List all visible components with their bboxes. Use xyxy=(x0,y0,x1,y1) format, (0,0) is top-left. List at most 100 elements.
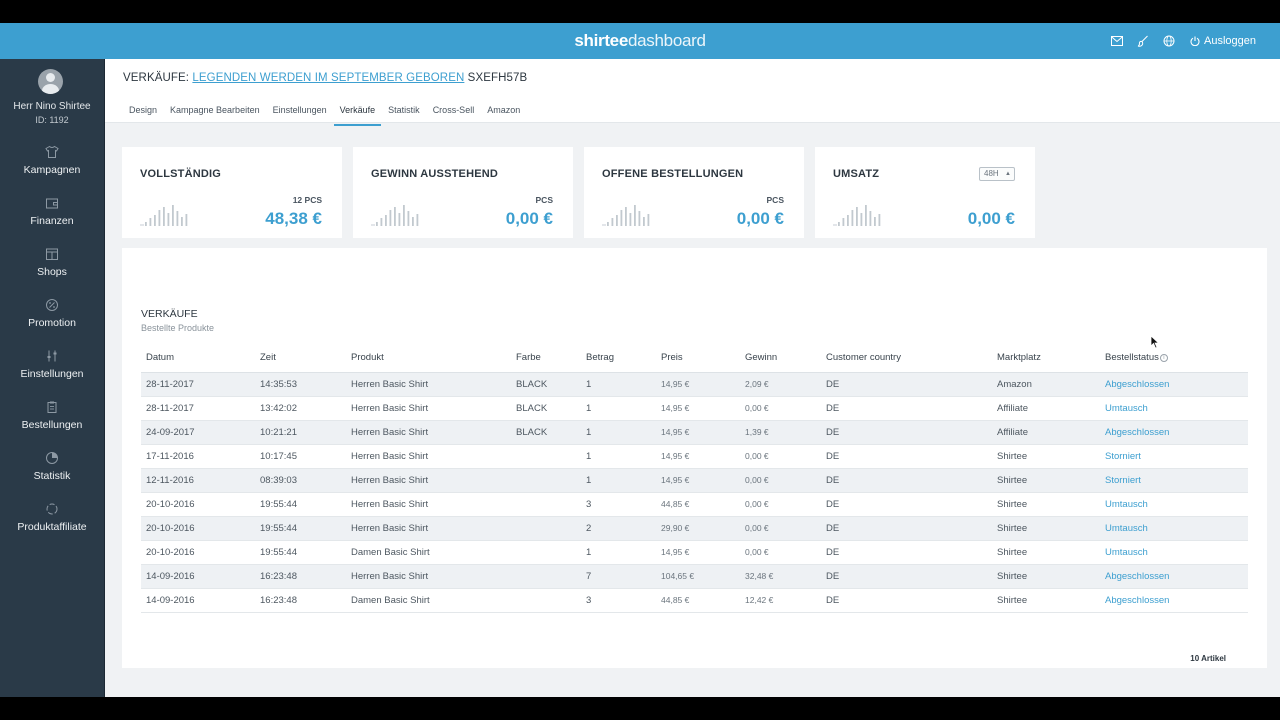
cell-marktplatz: Affiliate xyxy=(992,396,1100,421)
col-header-produkt[interactable]: Produkt xyxy=(346,344,511,373)
tshirt-icon xyxy=(45,145,59,159)
sidebar-item-finanzen[interactable]: Finanzen xyxy=(0,196,104,240)
cell-bestellstatus[interactable]: Umtausch xyxy=(1100,396,1248,421)
period-select[interactable]: 48H ▲ xyxy=(979,167,1015,181)
cell-preis: 44,85 € xyxy=(656,588,740,613)
table-body: 28-11-2017 14:35:53 Herren Basic Shirt BLAC… xyxy=(141,372,1248,613)
cell-country: DE xyxy=(821,588,992,613)
section-title: VERKÄUFE xyxy=(141,308,198,320)
col-header-marktplatz[interactable]: Marktplatz xyxy=(992,344,1100,373)
sidebar-item-label: Statistik xyxy=(33,470,71,482)
info-icon[interactable]: i xyxy=(1159,353,1168,362)
cell-zeit: 13:42:02 xyxy=(255,396,346,421)
brand-logo[interactable]: shirteedashboard xyxy=(0,31,1280,51)
brand-light: dashboard xyxy=(628,31,706,50)
cell-country: DE xyxy=(821,372,992,397)
cell-datum: 20-10-2016 xyxy=(141,540,255,565)
sparkline-icon xyxy=(140,205,188,226)
tab-cross-sell[interactable]: Cross-Sell xyxy=(432,105,475,115)
page-title: VERKÄUFE: LEGENDEN WERDEN IM SEPTEMBER G… xyxy=(123,72,527,84)
cell-preis: 14,95 € xyxy=(656,468,740,493)
card-title: UMSATZ xyxy=(833,168,880,180)
cell-bestellstatus[interactable]: Umtausch xyxy=(1100,540,1248,565)
sidebar-item-promotion[interactable]: Promotion xyxy=(0,298,104,342)
table-row[interactable]: 20-10-2016 19:55:44 Damen Basic Shirt 1 14,9… xyxy=(141,540,1248,565)
cell-bestellstatus[interactable]: Abgeschlossen xyxy=(1100,588,1248,613)
mail-icon[interactable] xyxy=(1111,35,1123,47)
cell-bestellstatus[interactable]: Abgeschlossen xyxy=(1100,420,1248,445)
wallet-icon xyxy=(45,196,59,210)
tab-einstellungen[interactable]: Einstellungen xyxy=(272,105,327,115)
tab-design[interactable]: Design xyxy=(129,105,158,115)
stat-card-offene-bestellungen: OFFENE BESTELLUNGEN PCS 0,00 € xyxy=(584,147,804,238)
logout-button[interactable]: Ausloggen xyxy=(1189,35,1256,47)
col-header-preis[interactable]: Preis xyxy=(656,344,740,373)
globe-icon[interactable] xyxy=(1163,35,1175,47)
sidebar-item-label: Produktaffiliate xyxy=(17,521,87,533)
table-row[interactable]: 14-09-2016 16:23:48 Herren Basic Shirt 7 104… xyxy=(141,564,1248,589)
cell-betrag: 1 xyxy=(581,468,656,493)
sidebar-item-kampagnen[interactable]: Kampagnen xyxy=(0,145,104,189)
cell-bestellstatus[interactable]: Storniert xyxy=(1100,444,1248,469)
sidebar-item-shops[interactable]: Shops xyxy=(0,247,104,291)
sales-panel: VERKÄUFE Bestellte Produkte Datum Zeit P… xyxy=(122,248,1267,668)
cell-country: DE xyxy=(821,420,992,445)
cell-datum: 17-11-2016 xyxy=(141,444,255,469)
table-row[interactable]: 14-09-2016 16:23:48 Damen Basic Shirt 3 44,8… xyxy=(141,588,1248,613)
table-row[interactable]: 28-11-2017 13:42:02 Herren Basic Shirt BLAC… xyxy=(141,396,1248,421)
cell-zeit: 08:39:03 xyxy=(255,468,346,493)
table-row[interactable]: 20-10-2016 19:55:44 Herren Basic Shirt 3 44,… xyxy=(141,492,1248,517)
cell-marktplatz: Shirtee xyxy=(992,564,1100,589)
sidebar-item-label: Kampagnen xyxy=(23,164,81,176)
cell-farbe xyxy=(511,564,581,589)
card-pcs: PCS xyxy=(535,195,553,205)
cell-zeit: 19:55:44 xyxy=(255,540,346,565)
col-header-gewinn[interactable]: Gewinn xyxy=(740,344,821,373)
stat-card-gewinn-ausstehend: GEWINN AUSSTEHEND PCS 0,00 € xyxy=(353,147,573,238)
cell-bestellstatus[interactable]: Abgeschlossen xyxy=(1100,372,1248,397)
col-header-zeit[interactable]: Zeit xyxy=(255,344,346,373)
col-header-farbe[interactable]: Farbe xyxy=(511,344,581,373)
tab-amazon[interactable]: Amazon xyxy=(487,105,521,115)
sidebar-item-einstellungen[interactable]: Einstellungen xyxy=(0,349,104,393)
table-row[interactable]: 20-10-2016 19:55:44 Herren Basic Shirt 2 29,… xyxy=(141,516,1248,541)
sidebar-item-statistik[interactable]: Statistik xyxy=(0,451,104,495)
tab-verkaeufe[interactable]: Verkäufe xyxy=(333,102,382,126)
cell-datum: 28-11-2017 xyxy=(141,396,255,421)
tab-kampagne-bearbeiten[interactable]: Kampagne Bearbeiten xyxy=(170,105,260,115)
campaign-link[interactable]: LEGENDEN WERDEN IM SEPTEMBER GEBOREN xyxy=(192,72,465,84)
cell-produkt: Herren Basic Shirt xyxy=(346,564,511,589)
col-header-datum[interactable]: Datum xyxy=(141,344,255,373)
table-row[interactable]: 28-11-2017 14:35:53 Herren Basic Shirt BLAC… xyxy=(141,372,1248,397)
col-header-betrag[interactable]: Betrag xyxy=(581,344,656,373)
cell-betrag: 7 xyxy=(581,564,656,589)
item-count: 10 Artikel xyxy=(1190,654,1226,663)
table-row[interactable]: 12-11-2016 08:39:03 Herren Basic Shirt 1 14,… xyxy=(141,468,1248,493)
cell-farbe: BLACK xyxy=(511,372,581,397)
sidebar-item-label: Promotion xyxy=(28,317,76,329)
col-header-bestellstatus[interactable]: Bestellstatus i xyxy=(1100,344,1248,373)
table-row[interactable]: 24-09-2017 10:21:21 Herren Basic Shirt BLAC… xyxy=(141,420,1248,445)
cell-bestellstatus[interactable]: Umtausch xyxy=(1100,516,1248,541)
cell-marktplatz: Shirtee xyxy=(992,444,1100,469)
cell-gewinn: 2,09 € xyxy=(740,372,821,397)
cell-preis: 44,85 € xyxy=(656,492,740,517)
sidebar-item-produktaffiliate[interactable]: Produktaffiliate xyxy=(0,502,104,546)
sidebar-item-bestellungen[interactable]: Bestellungen xyxy=(0,400,104,444)
sidebar: Herr Nino Shirtee ID: 1192 Kampagnen Fin… xyxy=(0,59,105,697)
cell-bestellstatus[interactable]: Storniert xyxy=(1100,468,1248,493)
col-header-country[interactable]: Customer country xyxy=(821,344,992,373)
avatar[interactable] xyxy=(38,69,63,94)
stat-card-umsatz: UMSATZ 48H ▲ 0,00 € xyxy=(815,147,1035,238)
sidebar-item-label: Bestellungen xyxy=(21,419,83,431)
brush-icon[interactable] xyxy=(1137,35,1149,47)
sparkline-icon xyxy=(371,205,419,226)
cell-datum: 28-11-2017 xyxy=(141,372,255,397)
cell-bestellstatus[interactable]: Umtausch xyxy=(1100,492,1248,517)
cell-bestellstatus[interactable]: Abgeschlossen xyxy=(1100,564,1248,589)
table-row[interactable]: 17-11-2016 10:17:45 Herren Basic Shirt 1 14,… xyxy=(141,444,1248,469)
cell-produkt: Herren Basic Shirt xyxy=(346,492,511,517)
top-bar: shirteedashboard Ausloggen xyxy=(0,23,1280,59)
cell-produkt: Herren Basic Shirt xyxy=(346,420,511,445)
tab-statistik[interactable]: Statistik xyxy=(388,105,420,115)
